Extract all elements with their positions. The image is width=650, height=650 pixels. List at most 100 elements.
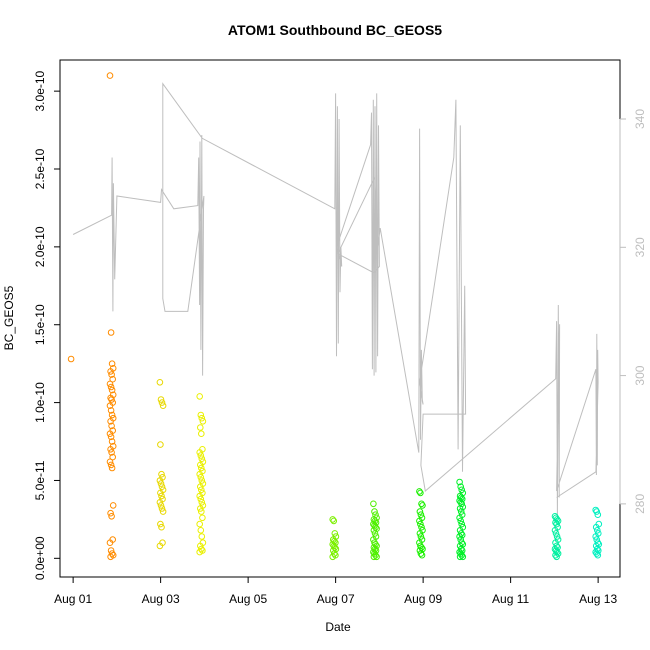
x-tick-label: Aug 09 <box>404 592 442 606</box>
data-point <box>370 527 378 534</box>
data-point <box>553 520 560 528</box>
data-point <box>419 502 426 509</box>
data-point <box>372 523 379 531</box>
data-point <box>107 368 114 375</box>
data-point <box>594 551 602 559</box>
data-point <box>107 461 115 469</box>
data-point <box>157 520 164 528</box>
scatter-points-layer <box>67 72 603 561</box>
data-point <box>594 545 601 553</box>
y-axis-right: 280 300 320 340 <box>619 109 647 514</box>
y-axis-left: 0.0e+00 5.0e-11 1.0e-10 1.5e-10 2.0e-10 2.5e-… <box>33 70 61 580</box>
data-point <box>67 355 75 363</box>
data-point <box>197 424 204 431</box>
y-tick-label: 1.0e-10 <box>33 382 47 423</box>
data-point <box>371 517 379 525</box>
data-point <box>416 488 423 495</box>
data-point <box>197 505 204 512</box>
data-point <box>552 551 559 559</box>
data-point <box>196 520 203 528</box>
data-point <box>109 375 116 383</box>
data-point <box>553 548 561 556</box>
data-point <box>418 551 426 559</box>
data-point <box>157 502 165 509</box>
data-point <box>156 379 164 386</box>
data-point <box>458 520 466 528</box>
data-point <box>372 551 379 559</box>
data-point <box>553 533 561 540</box>
data-point <box>456 505 464 512</box>
data-point <box>594 527 601 534</box>
data-point <box>106 458 114 466</box>
data-point <box>329 553 337 561</box>
data-point <box>197 461 204 469</box>
data-point <box>158 492 165 500</box>
data-point <box>418 523 425 531</box>
data-point <box>158 505 166 512</box>
data-point <box>197 452 205 459</box>
data-point <box>330 517 338 525</box>
data-point <box>198 533 206 540</box>
data-point <box>108 550 116 557</box>
data-point <box>198 455 206 463</box>
data-point <box>457 517 465 525</box>
data-point <box>198 464 205 472</box>
x-tick-label: Aug 13 <box>579 592 617 606</box>
data-point <box>107 407 115 414</box>
data-point <box>156 542 164 550</box>
data-point <box>457 508 465 515</box>
data-point <box>594 539 602 547</box>
data-point <box>198 486 205 494</box>
data-point <box>107 509 114 517</box>
data-point <box>370 553 378 561</box>
data-point <box>458 539 466 547</box>
data-point <box>457 545 465 553</box>
data-point <box>331 544 339 551</box>
x-tick-label: Aug 01 <box>54 592 92 606</box>
data-point <box>417 533 425 540</box>
data-point <box>458 551 466 559</box>
data-point <box>196 393 203 400</box>
data-point <box>331 530 339 537</box>
y-tick-label: 2.0e-10 <box>33 226 47 267</box>
data-point <box>107 446 114 453</box>
y-tick-label: 5.0e-11 <box>33 460 47 500</box>
data-point <box>198 430 205 438</box>
data-point <box>108 360 116 368</box>
y-tick-label: 3.0e-10 <box>33 70 47 111</box>
y2-tick-label: 320 <box>633 237 647 257</box>
data-point <box>108 396 115 403</box>
data-point <box>199 514 206 522</box>
data-point <box>331 537 338 545</box>
data-point <box>107 329 115 336</box>
data-point <box>157 489 164 497</box>
altitude-line-layer <box>72 82 599 517</box>
data-point <box>108 513 115 520</box>
chart-title: ATOM1 Southbound BC_GEOS5 <box>228 22 442 38</box>
x-tick-label: Aug 05 <box>229 592 267 606</box>
data-point <box>159 508 167 515</box>
data-point <box>372 541 379 548</box>
data-point <box>417 550 425 557</box>
y-tick-label: 0.0e+00 <box>33 536 47 580</box>
data-point <box>418 544 425 551</box>
data-point <box>196 492 203 500</box>
data-point <box>106 430 114 438</box>
data-point <box>457 494 465 501</box>
data-point <box>417 520 424 528</box>
data-point <box>457 483 465 491</box>
y-axis-label: BC_GEOS5 <box>2 285 16 350</box>
data-point <box>553 553 560 561</box>
data-point <box>106 72 114 79</box>
y2-tick-label: 340 <box>633 109 647 129</box>
data-point <box>553 542 560 550</box>
data-point <box>157 396 165 403</box>
data-point <box>417 489 424 497</box>
data-point <box>158 399 166 406</box>
data-point <box>371 530 379 537</box>
data-point <box>197 411 205 419</box>
data-point <box>197 474 205 481</box>
data-point <box>457 530 465 537</box>
data-point <box>157 441 164 448</box>
